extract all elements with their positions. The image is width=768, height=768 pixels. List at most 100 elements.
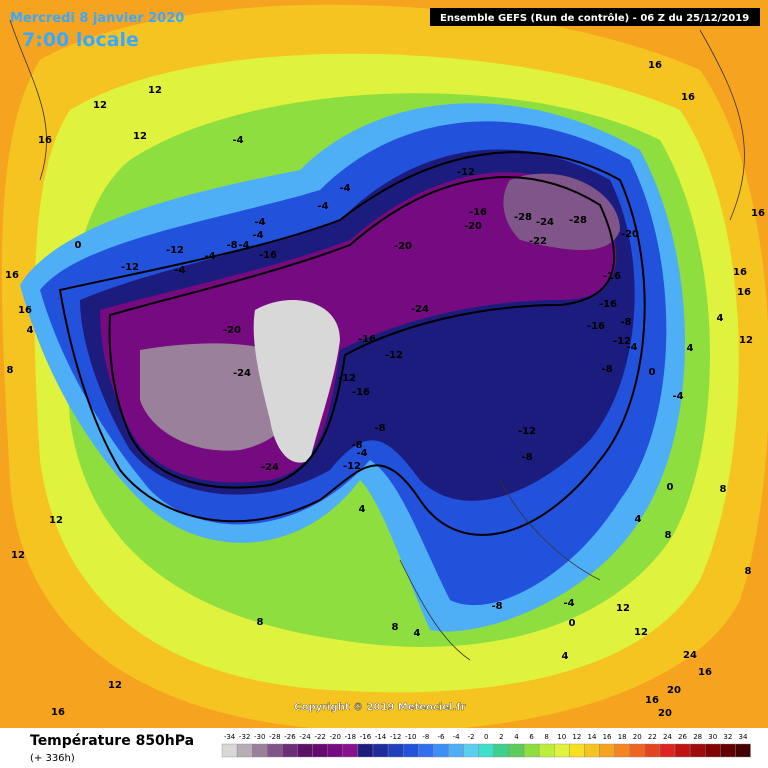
colorbar-swatch <box>221 743 238 758</box>
isotherm-label: -4 <box>238 240 249 251</box>
isotherm-label: -12 <box>518 426 536 437</box>
isotherm-label: 4 <box>687 343 694 354</box>
copyright: Copyright © 2019 Meteociel.fr <box>294 702 465 713</box>
isotherm-label: 16 <box>648 60 662 71</box>
isotherm-label: 16 <box>733 267 747 278</box>
colorbar-swatch <box>735 743 751 758</box>
isotherm-label: -8 <box>351 440 362 451</box>
colorbar-tick-label: -6 <box>437 733 445 741</box>
isotherm-label: -8 <box>374 423 385 434</box>
colorbar-swatch <box>614 743 630 758</box>
date: Mercredi 8 janvier 2020 <box>10 11 184 26</box>
isotherm-label: -4 <box>317 201 328 212</box>
colorbar-tick-label: 0 <box>484 733 488 741</box>
isotherm-label: 16 <box>18 305 32 316</box>
colorbar-swatch <box>357 743 374 758</box>
isotherm-label: 4 <box>717 313 724 324</box>
isotherm-label: 16 <box>698 667 712 678</box>
run-info: Ensemble GEFS (Run de contrôle) - 06 Z d… <box>440 12 749 24</box>
isotherm-label: -4 <box>252 230 263 241</box>
colorbar-tick-label: 26 <box>678 733 687 741</box>
colorbar-tick-label: 12 <box>572 733 581 741</box>
isotherm-label: -4 <box>356 448 367 459</box>
colorbar-tick-label: -34 <box>224 733 236 741</box>
colorbar-tick-label: 10 <box>557 733 566 741</box>
isotherm-label: 0 <box>75 240 82 251</box>
isotherm-label: 12 <box>93 100 107 111</box>
colorbar-swatch <box>372 743 389 758</box>
isotherm-label: 16 <box>38 135 52 146</box>
colorbar-swatch <box>463 743 479 758</box>
colorbar-tick-label: 24 <box>663 733 672 741</box>
colorbar-tick-label: -26 <box>284 733 296 741</box>
colorbar-swatch <box>629 743 646 758</box>
colorbar-swatch <box>478 743 495 758</box>
colorbar-tick-label: -28 <box>269 733 280 741</box>
colorbar-tick-label: 2 <box>499 733 503 741</box>
colorbar-swatch <box>689 743 706 758</box>
colorbar-tick-label: -32 <box>239 733 250 741</box>
isotherm-label: 8 <box>720 484 727 495</box>
colorbar-swatch <box>251 743 268 758</box>
colorbar-tick-label: -8 <box>422 733 429 741</box>
colorbar-tick-label: 4 <box>514 733 519 741</box>
colorbar-tick-label: -22 <box>314 733 325 741</box>
isotherm-label: -8 <box>601 364 612 375</box>
isotherm-label: -24 <box>233 368 251 379</box>
colorbar-swatch <box>674 743 691 758</box>
colorbar-tick-label: 20 <box>633 733 642 741</box>
colorbar: -34 -32 -30 -28 -26 -24 -22 -20 -18 -16 -14 -12 -10-… <box>221 733 751 758</box>
isotherm-label: -16 <box>469 207 487 218</box>
isotherm-label: 4 <box>359 504 366 515</box>
isotherm-label: -16 <box>599 299 617 310</box>
isotherm-label: 12 <box>148 85 162 96</box>
isotherm-label: -4 <box>232 135 243 146</box>
isotherm-label: 12 <box>108 680 122 691</box>
colorbar-tick-label: -12 <box>390 733 401 741</box>
isotherm-label: -20 <box>621 229 639 240</box>
isotherm-label: -4 <box>254 217 265 228</box>
colorbar-swatch <box>297 743 313 758</box>
isotherm-label: 24 <box>683 650 697 661</box>
isotherm-label: -24 <box>411 304 429 315</box>
isotherm-label: -22 <box>529 236 547 247</box>
colorbar-tick-label: -24 <box>299 733 311 741</box>
isotherm-label: -4 <box>204 251 215 262</box>
isotherm-label: -4 <box>339 183 350 194</box>
isotherm-label: -28 <box>514 212 532 223</box>
colorbar-tick-label: -20 <box>330 733 341 741</box>
isotherm-label: 12 <box>133 131 147 142</box>
colorbar-tick-label: -30 <box>254 733 265 741</box>
run-box <box>430 8 760 26</box>
isotherm-label: 16 <box>51 707 65 718</box>
colorbar-tick-label: 8 <box>544 733 548 741</box>
colorbar-tick-label: 6 <box>529 733 534 741</box>
colorbar-swatch <box>433 743 449 758</box>
colorbar-swatch <box>705 743 721 758</box>
isotherm-label: -16 <box>603 271 621 282</box>
isotherm-label: -28 <box>569 215 587 226</box>
lead-time: (+ 336h) <box>30 753 75 764</box>
colorbar-swatch <box>493 743 510 758</box>
isotherm-label: 8 <box>665 530 672 541</box>
colorbar-swatch <box>327 743 344 758</box>
isotherm-label: -20 <box>464 221 482 232</box>
isotherm-label: -4 <box>672 391 683 402</box>
colorbar-tick-label: 18 <box>618 733 627 741</box>
isotherm-label: -8 <box>226 240 237 251</box>
colorbar-swatch <box>267 743 283 758</box>
isotherm-label: -16 <box>587 321 605 332</box>
isotherm-label: 16 <box>751 208 765 219</box>
isotherm-label: 16 <box>5 270 19 281</box>
colorbar-tick-label: -18 <box>345 733 356 741</box>
isotherm-label: -24 <box>536 217 554 228</box>
colorbar-swatch <box>403 743 419 758</box>
colorbar-swatch <box>644 743 661 758</box>
isotherm-label: -12 <box>338 373 356 384</box>
isotherm-label: 4 <box>562 651 569 662</box>
isotherm-label: 8 <box>745 566 752 577</box>
isotherm-label: -24 <box>261 462 279 473</box>
isotherm-label: 8 <box>257 617 264 628</box>
isotherm-label: -20 <box>223 325 241 336</box>
